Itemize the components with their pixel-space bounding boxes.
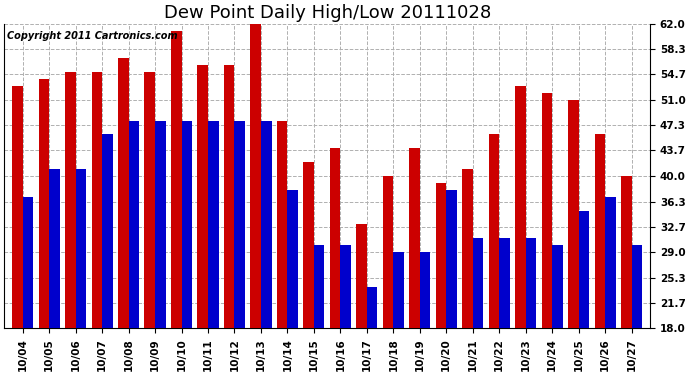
Bar bbox=[605, 197, 615, 328]
Bar bbox=[435, 183, 446, 328]
Bar bbox=[499, 238, 510, 328]
Bar bbox=[330, 148, 340, 328]
Bar bbox=[446, 190, 457, 328]
Bar bbox=[393, 252, 404, 328]
Bar bbox=[367, 287, 377, 328]
Bar bbox=[515, 86, 526, 328]
Bar bbox=[304, 162, 314, 328]
Bar bbox=[235, 121, 245, 328]
Bar bbox=[568, 100, 579, 328]
Bar bbox=[579, 211, 589, 328]
Bar bbox=[526, 238, 536, 328]
Bar bbox=[340, 245, 351, 328]
Bar bbox=[49, 169, 60, 328]
Bar bbox=[356, 224, 367, 328]
Bar bbox=[261, 121, 272, 328]
Bar bbox=[542, 93, 552, 328]
Bar bbox=[277, 121, 288, 328]
Bar bbox=[144, 72, 155, 328]
Bar bbox=[489, 135, 499, 328]
Bar bbox=[621, 176, 631, 328]
Bar bbox=[595, 135, 605, 328]
Bar bbox=[39, 79, 49, 328]
Bar bbox=[250, 24, 261, 328]
Bar bbox=[171, 31, 181, 328]
Bar bbox=[224, 65, 235, 328]
Bar bbox=[155, 121, 166, 328]
Bar bbox=[383, 176, 393, 328]
Bar bbox=[118, 58, 128, 328]
Bar bbox=[76, 169, 86, 328]
Bar bbox=[23, 197, 33, 328]
Bar bbox=[128, 121, 139, 328]
Text: Copyright 2011 Cartronics.com: Copyright 2011 Cartronics.com bbox=[8, 32, 178, 41]
Bar bbox=[208, 121, 219, 328]
Bar bbox=[102, 135, 112, 328]
Bar bbox=[409, 148, 420, 328]
Bar bbox=[288, 190, 298, 328]
Bar bbox=[197, 65, 208, 328]
Bar bbox=[92, 72, 102, 328]
Bar bbox=[65, 72, 76, 328]
Bar bbox=[631, 245, 642, 328]
Bar bbox=[420, 252, 431, 328]
Bar bbox=[181, 121, 192, 328]
Bar bbox=[314, 245, 324, 328]
Bar bbox=[462, 169, 473, 328]
Bar bbox=[473, 238, 483, 328]
Bar bbox=[552, 245, 563, 328]
Bar bbox=[12, 86, 23, 328]
Title: Dew Point Daily High/Low 20111028: Dew Point Daily High/Low 20111028 bbox=[164, 4, 491, 22]
